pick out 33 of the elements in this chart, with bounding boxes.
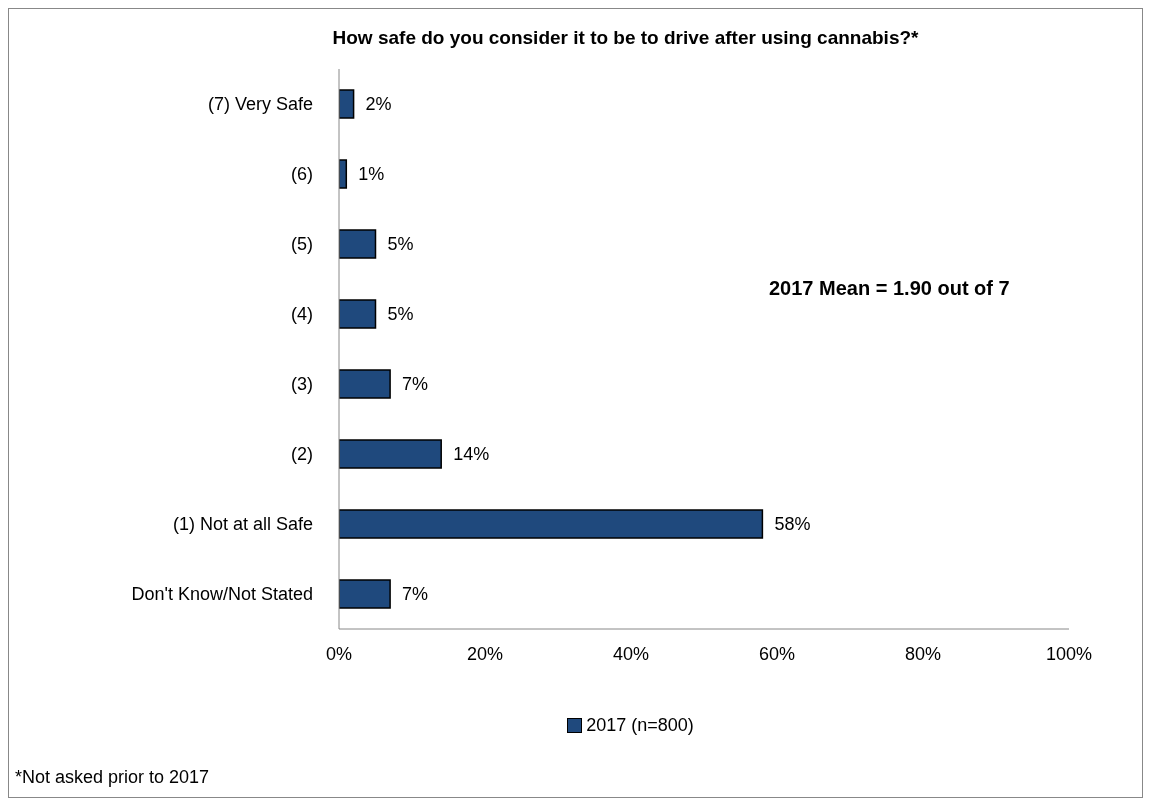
x-tick-label: 40% — [612, 643, 650, 664]
text: *Not asked prior to 2017 — [15, 767, 210, 788]
data-label: 7% — [402, 374, 429, 395]
chart-title: How safe do you consider it to be to drive after using cannabis?* — [331, 27, 920, 49]
data-label: 58% — [774, 514, 811, 535]
legend-label: 2017 (n=800) — [585, 715, 694, 736]
data-label: 2% — [365, 94, 392, 115]
y-tick-label: (2) — [291, 444, 313, 465]
data-label: 5% — [387, 234, 414, 255]
data-label: 14% — [453, 444, 490, 465]
y-tick-label: (6) — [291, 164, 313, 185]
bar — [339, 509, 764, 539]
x-tick-label: 100% — [1045, 643, 1093, 664]
y-tick-label: (5) — [291, 234, 313, 255]
y-tick-label: (3) — [291, 374, 313, 395]
x-tick-label: 20% — [466, 643, 504, 664]
bar — [339, 369, 391, 399]
data-label: 5% — [387, 304, 414, 325]
bar — [339, 299, 377, 329]
bar — [339, 229, 377, 259]
bar — [339, 579, 391, 609]
y-tick-label: (1) Not at all Safe — [172, 514, 313, 535]
data-label: 1% — [358, 164, 385, 185]
x-tick-label: 60% — [758, 643, 796, 664]
y-tick-label: (4) — [291, 304, 313, 325]
x-tick-label: 0% — [325, 643, 353, 664]
data-label: 7% — [402, 584, 429, 605]
bar — [339, 439, 442, 469]
x-tick-label: 80% — [904, 643, 942, 664]
bar — [339, 89, 355, 119]
y-tick-label: Don't Know/Not Stated — [131, 584, 313, 605]
y-tick-label: (7) Very Safe — [207, 94, 313, 115]
annotation: 2017 Mean = 1.90 out of 7 — [769, 277, 1010, 300]
